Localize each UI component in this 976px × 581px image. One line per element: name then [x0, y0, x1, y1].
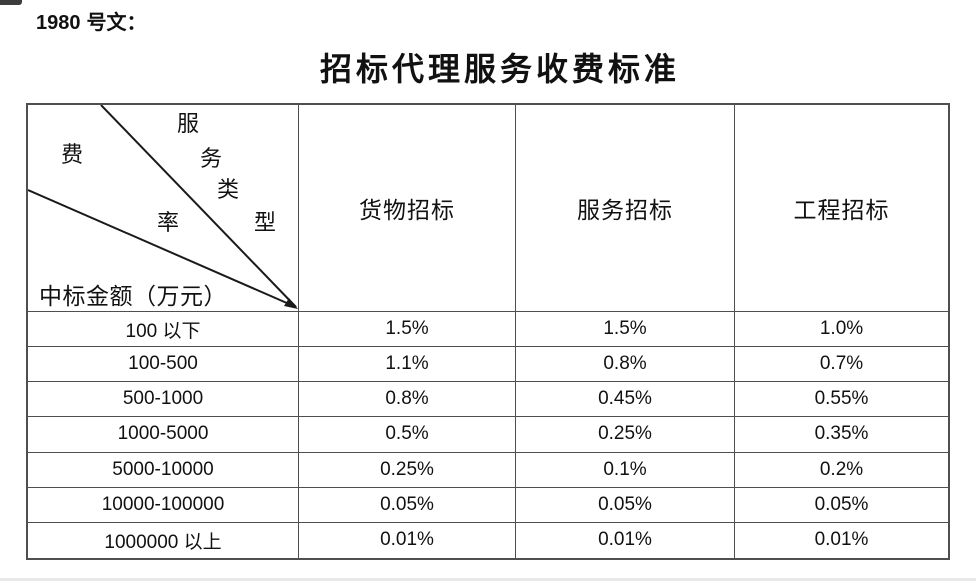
corner-type-char-1: 服	[177, 111, 200, 136]
rate-cell: 0.01%	[814, 529, 869, 551]
amount-cell: 5000-10000	[28, 452, 299, 488]
rate-cell: 0.25%	[299, 452, 516, 488]
page-bottom-edge	[0, 578, 976, 581]
column-header-service: 服务招标	[516, 105, 735, 312]
rate-cell: 0.1%	[516, 452, 735, 488]
corner-type-char-4: 型	[254, 210, 277, 235]
rate-cell: 0.05%	[516, 487, 735, 523]
amount-cell: 1000-5000	[28, 417, 299, 453]
rate-cell: 0.01%	[299, 522, 516, 558]
doc-number-label: 号文：	[86, 12, 147, 34]
corner-rate-char-2: 率	[157, 210, 180, 235]
rate-cell: 1.5%	[299, 312, 516, 348]
amount-cell: 100-500	[28, 347, 299, 383]
rate-cell: 1.5%	[516, 312, 735, 348]
rate-cell: 0.25%	[516, 417, 735, 453]
rate-cell: 0.45%	[516, 382, 735, 418]
rate-cell: 1.0%	[735, 312, 948, 348]
column-header-engineering: 工程招标	[735, 105, 948, 312]
corner-amount-label: 中标金额（万元）	[39, 284, 227, 309]
rate-cell: 0.35%	[735, 417, 948, 453]
corner-type-char-3: 类	[217, 177, 240, 202]
doc-number: 1980	[36, 12, 81, 34]
diagonal-divider-lines	[28, 105, 298, 309]
rate-cell: 0.8%	[516, 347, 735, 383]
rate-cell: 0.05%	[299, 487, 516, 523]
rate-cell: 0.05%	[735, 488, 948, 523]
column-header-goods: 货物招标	[299, 105, 516, 312]
page-title: 招标代理服务收费标准	[319, 51, 680, 87]
amount-cell: 100 以下	[28, 312, 299, 348]
fee-standard-table: 服 务 类 型 费 率 中标金额（万元） 货物招标 服务招标 工程招标 100 …	[26, 103, 950, 560]
amount-cell: 500-1000	[28, 382, 299, 418]
amount-cell: 10000-100000	[28, 487, 299, 523]
doc-number-line: 1980 号文：	[36, 6, 147, 35]
corner-rate-char-1: 费	[61, 142, 84, 167]
rate-cell: 1.1%	[299, 347, 516, 383]
rate-cell: 0.7%	[735, 347, 948, 383]
window-edge-artifact	[0, 0, 22, 5]
rate-cell: 0.8%	[299, 382, 516, 418]
diagonal-header-cell: 服 务 类 型 费 率 中标金额（万元）	[28, 105, 299, 312]
rate-cell: 0.5%	[299, 417, 516, 453]
rate-cell: 0.2%	[735, 453, 948, 488]
corner-type-char-2: 务	[200, 146, 223, 171]
amount-cell: 1000000 以上	[28, 522, 299, 558]
rate-cell: 0.55%	[735, 382, 948, 418]
rate-cell: 0.01%	[516, 522, 735, 558]
